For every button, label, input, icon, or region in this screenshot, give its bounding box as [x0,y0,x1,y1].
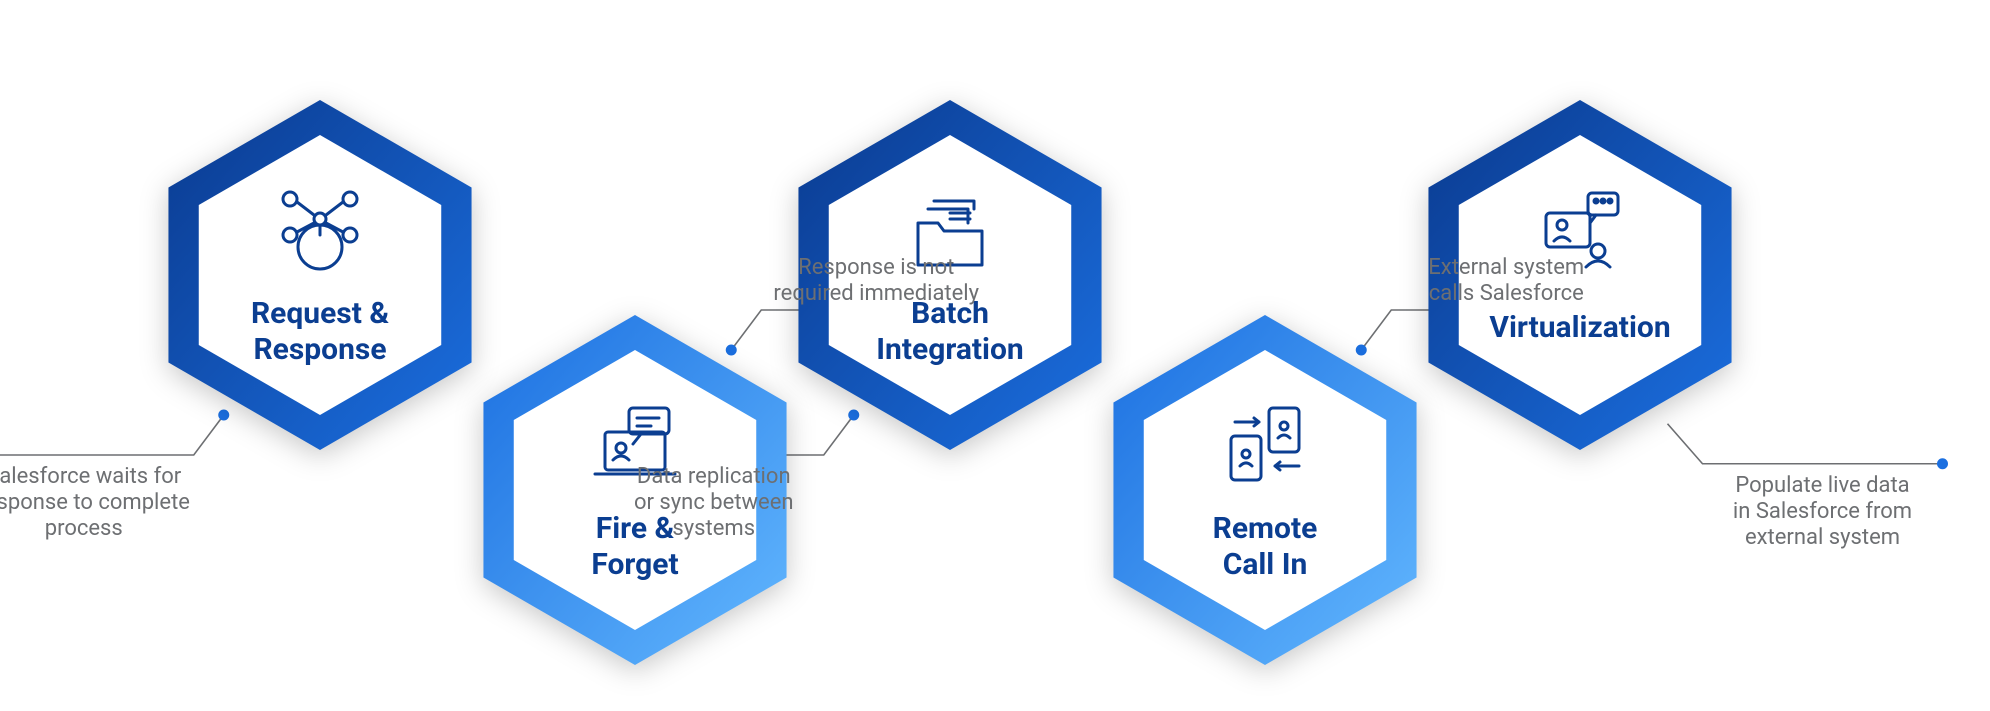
callout-dot [219,410,229,420]
callout-line [0,415,224,455]
callout-text-line: response to complete [0,490,190,515]
callout-dot [1938,459,1948,469]
hex-h1: Request &Response [168,100,471,450]
callout-dot [726,345,736,355]
callout-text-line: calls Salesforce [1429,281,1584,306]
callout-text-line: or sync between [634,490,794,515]
hex-title-l1: Virtualization [1489,310,1670,345]
hex-title-l2: Response [253,332,386,367]
hex-title-l1: Fire & [596,511,675,546]
hex-title-l2: Call In [1223,547,1308,582]
hex-title-l1: Request & [251,296,389,331]
callout-text-line: systems [672,516,755,541]
hex-title-l2: Integration [876,332,1023,367]
callout-text-line: external system [1745,525,1900,550]
hexagon-row: Request &Response Fire &Forget BatchInte… [168,100,1731,665]
callout-text-line: process [45,516,123,541]
callout-text-line: Salesforce waits for [0,464,182,489]
callout-text-line: required immediately [773,281,979,306]
callout-text-line: in Salesforce from [1733,499,1912,524]
callout-dot [1356,345,1366,355]
callout-dot [849,410,859,420]
callout-text-line: External system [1428,255,1584,280]
callout-text-line: Populate live data [1735,473,1909,498]
callout-text-line: Response is not [798,255,954,280]
callout-line [1668,424,1943,464]
hex-title-l1: Remote [1213,511,1318,546]
hex-h4: RemoteCall In [1113,315,1416,665]
hex-title-l2: Forget [591,547,678,582]
callout-text-line: Data replication [637,464,791,489]
